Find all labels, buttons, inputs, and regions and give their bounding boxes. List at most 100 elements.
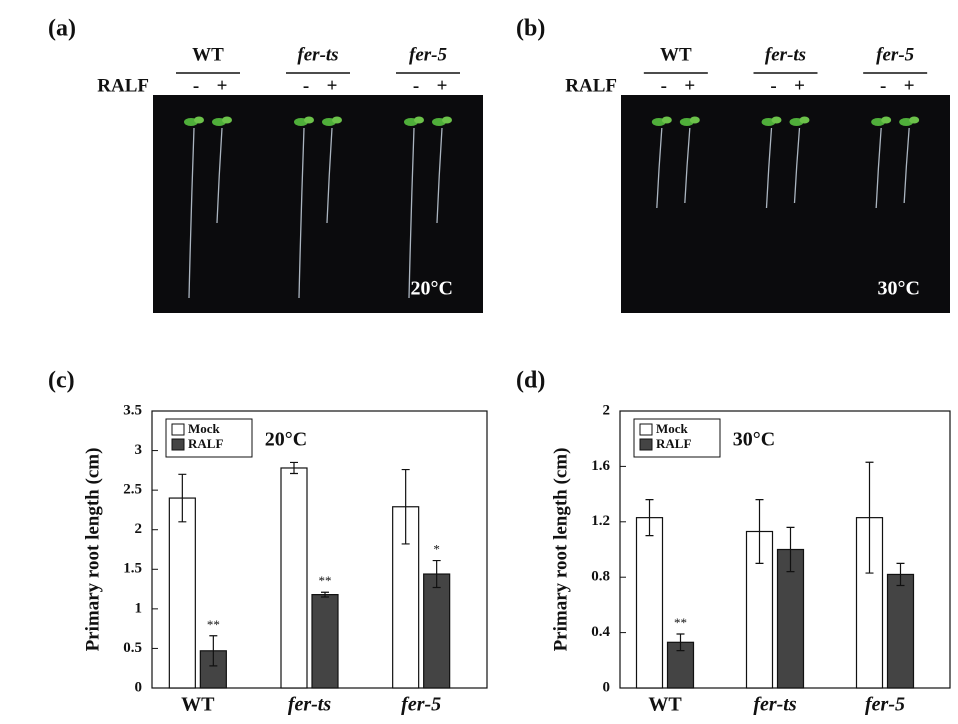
y-tick-label: 0.4 bbox=[591, 624, 610, 640]
y-tick-label: 0 bbox=[603, 679, 611, 695]
bar bbox=[423, 573, 451, 689]
y-tick-label: 2.5 bbox=[123, 482, 142, 498]
bar bbox=[280, 467, 308, 689]
seedling-leaf bbox=[689, 116, 700, 124]
legend-label: Mock bbox=[188, 421, 221, 436]
seedling-leaf bbox=[222, 116, 232, 124]
y-tick-label: 0 bbox=[135, 679, 143, 695]
sign-label: + bbox=[437, 75, 448, 96]
genotype-label: fer-5 bbox=[409, 44, 447, 65]
temperature-label: 20°C bbox=[411, 278, 453, 300]
genotype-label: fer-ts bbox=[765, 44, 806, 65]
y-tick-label: 1.2 bbox=[591, 513, 610, 529]
error-bar bbox=[178, 473, 187, 523]
panel-label: (d) bbox=[516, 368, 545, 394]
legend-label: Mock bbox=[656, 421, 689, 436]
panel-label: (c) bbox=[48, 368, 75, 394]
sign-label: + bbox=[794, 75, 805, 96]
legend-swatch bbox=[639, 423, 653, 436]
chart-title: 30°C bbox=[733, 429, 775, 451]
seedling-root bbox=[793, 127, 801, 204]
seedling-leaf bbox=[194, 116, 204, 124]
x-tick-label: fer-ts bbox=[288, 694, 332, 716]
error-bar bbox=[755, 499, 764, 564]
y-axis-label: Primary root length (cm) bbox=[82, 448, 103, 652]
y-tick-label: 1.6 bbox=[591, 458, 610, 474]
bar bbox=[168, 497, 196, 689]
error-bar bbox=[786, 526, 795, 573]
error-bar bbox=[896, 562, 905, 587]
seedling-leaf bbox=[332, 116, 342, 124]
legend-label: RALF bbox=[188, 436, 223, 451]
significance-label: * bbox=[433, 542, 440, 557]
seedling-root bbox=[765, 127, 773, 209]
photo bbox=[153, 95, 483, 313]
seedling-leaf bbox=[771, 116, 782, 124]
sign-label: + bbox=[904, 75, 915, 96]
y-tick-label: 0.5 bbox=[123, 640, 142, 656]
error-bar bbox=[290, 461, 298, 475]
bar bbox=[886, 573, 915, 689]
error-bar bbox=[676, 633, 685, 652]
seedling-root bbox=[875, 127, 882, 209]
photo bbox=[621, 95, 950, 313]
seedling-root bbox=[684, 127, 691, 204]
significance-label: ** bbox=[319, 573, 332, 588]
bar bbox=[776, 548, 805, 689]
panel-label: (b) bbox=[516, 16, 545, 42]
x-tick-label: fer-5 bbox=[401, 694, 441, 716]
bar bbox=[311, 594, 339, 689]
y-tick-label: 1 bbox=[135, 600, 143, 616]
legend-box bbox=[165, 418, 253, 458]
error-bar bbox=[321, 591, 329, 598]
seedling-leaf bbox=[661, 116, 672, 124]
genotype-label: WT bbox=[192, 44, 224, 65]
legend-swatch bbox=[639, 438, 653, 451]
error-bar bbox=[645, 499, 654, 537]
error-bar bbox=[432, 559, 441, 589]
sign-label: - bbox=[413, 75, 419, 96]
genotype-label: WT bbox=[660, 44, 692, 65]
seedling-root bbox=[436, 127, 443, 224]
seedling-leaf bbox=[304, 116, 314, 124]
x-tick-label: WT bbox=[648, 694, 682, 716]
sign-label: + bbox=[217, 75, 228, 96]
legend-label: RALF bbox=[656, 436, 691, 451]
genotype-label: fer-ts bbox=[297, 44, 338, 65]
seedling-leaf bbox=[909, 116, 920, 124]
error-bar bbox=[865, 461, 874, 574]
y-tick-label: 2 bbox=[603, 402, 611, 418]
seedling-root bbox=[298, 127, 305, 299]
x-tick-label: fer-ts bbox=[753, 694, 797, 716]
sign-label: + bbox=[327, 75, 338, 96]
temperature-label: 30°C bbox=[878, 278, 920, 300]
y-tick-label: 2 bbox=[135, 521, 143, 537]
sign-label: - bbox=[661, 75, 667, 96]
y-tick-label: 1.5 bbox=[123, 561, 142, 577]
x-tick-label: WT bbox=[181, 694, 215, 716]
x-tick-label: fer-5 bbox=[865, 694, 905, 716]
y-tick-label: 3 bbox=[135, 442, 143, 458]
error-bar bbox=[401, 468, 410, 545]
seedling-root bbox=[326, 127, 333, 224]
treatment-label: RALF bbox=[97, 75, 149, 96]
chart-title: 20°C bbox=[265, 429, 307, 451]
significance-label: ** bbox=[207, 617, 220, 632]
treatment-label: RALF bbox=[565, 75, 617, 96]
sign-label: - bbox=[193, 75, 199, 96]
y-tick-label: 3.5 bbox=[123, 402, 142, 418]
seedling-leaf bbox=[881, 116, 892, 124]
seedling-root bbox=[656, 127, 663, 209]
y-tick-label: 0.8 bbox=[591, 569, 610, 585]
y-axis-label: Primary root length (cm) bbox=[550, 448, 571, 652]
significance-label: ** bbox=[674, 615, 687, 630]
seedling-leaf bbox=[414, 116, 424, 124]
sign-label: - bbox=[770, 75, 776, 96]
legend-swatch bbox=[171, 438, 185, 451]
seedling-root bbox=[408, 127, 415, 299]
panel-label: (a) bbox=[48, 16, 76, 42]
genotype-label: fer-5 bbox=[876, 44, 914, 65]
seedling-root bbox=[903, 127, 910, 204]
sign-label: + bbox=[684, 75, 695, 96]
